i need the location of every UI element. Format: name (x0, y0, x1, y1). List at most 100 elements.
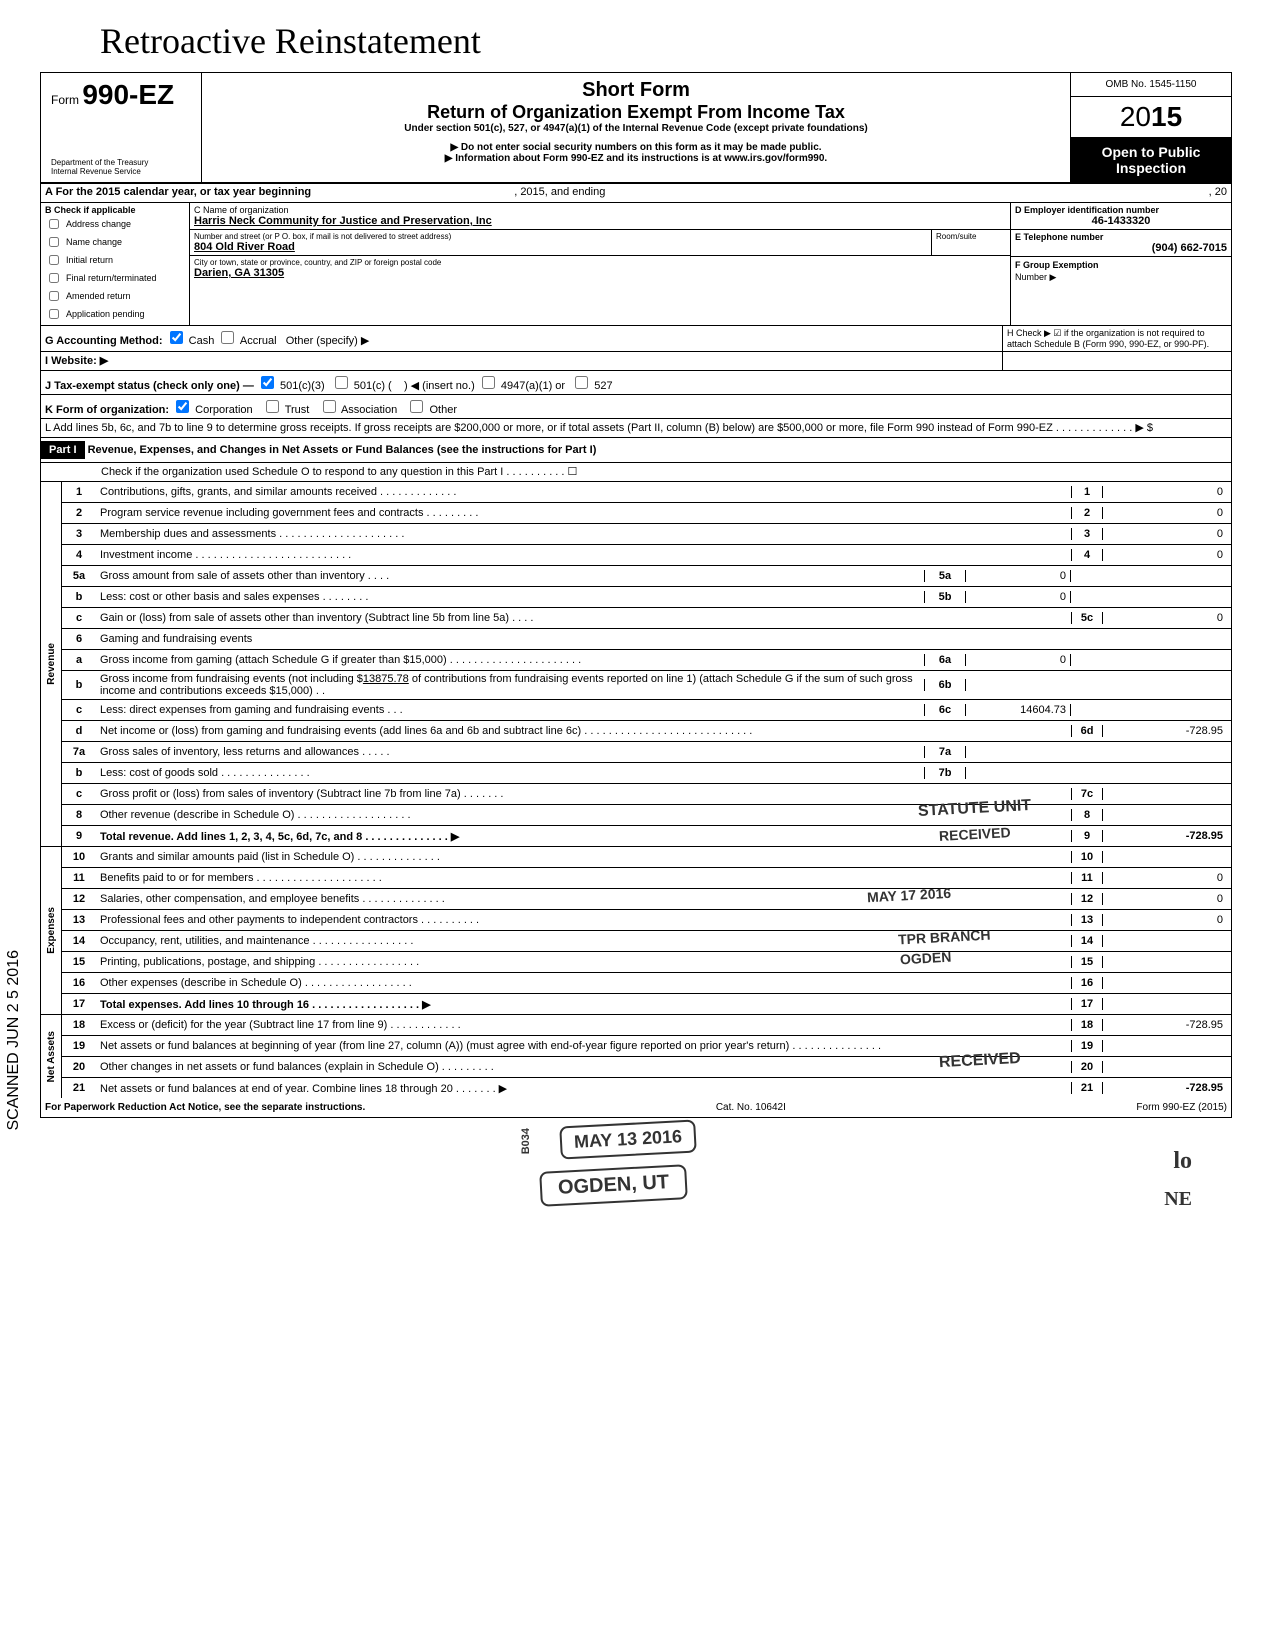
check-corp[interactable] (176, 400, 189, 413)
dept1: Department of the Treasury (51, 158, 191, 167)
check-527[interactable] (575, 376, 588, 389)
line5a-desc: Gross amount from sale of assets other t… (96, 568, 924, 584)
line-i: I Website: ▶ (41, 352, 1231, 371)
check-trust[interactable] (266, 400, 279, 413)
section-e-label: E Telephone number (1015, 232, 1227, 242)
line12-desc: Salaries, other compensation, and employ… (96, 891, 1071, 907)
stamp-date2: MAY 13 2016 (559, 1119, 697, 1159)
line5c-val: 0 (1103, 612, 1231, 624)
org-name: Harris Neck Community for Justice and Pr… (194, 215, 1006, 227)
footer-mid: Cat. No. 10642I (716, 1102, 786, 1113)
line6a-val: 0 (966, 654, 1071, 666)
line1-val: 0 (1103, 486, 1231, 498)
line-h: H Check ▶ ☑ if the organization is not r… (1003, 326, 1231, 351)
footer-left: For Paperwork Reduction Act Notice, see … (45, 1102, 365, 1113)
check-assoc[interactable] (323, 400, 336, 413)
line7c-desc: Gross profit or (loss) from sales of inv… (96, 786, 1071, 802)
check-501c[interactable] (335, 376, 348, 389)
line-g-label: G Accounting Method: (45, 335, 163, 347)
line15-desc: Printing, publications, postage, and shi… (96, 954, 1071, 970)
line-a-label: A For the 2015 calendar year, or tax yea… (45, 186, 311, 198)
check-pending[interactable] (49, 309, 59, 319)
check-address[interactable] (49, 219, 59, 229)
open-public-1: Open to Public (1077, 144, 1225, 160)
line16-desc: Other expenses (describe in Schedule O) … (96, 975, 1071, 991)
insert-label: ) ◀ (insert no.) (404, 380, 475, 392)
city: Darien, GA 31305 (194, 267, 1006, 279)
bottom-stamps: B034 MAY 13 2016 OGDEN, UT lo NE (40, 1118, 1232, 1238)
room-label: Room/suite (931, 230, 1010, 255)
line-gh: G Accounting Method: Cash Accrual Other … (41, 326, 1231, 352)
check-other[interactable] (410, 400, 423, 413)
omb-number: OMB No. 1545-1150 (1071, 73, 1231, 97)
line-a: A For the 2015 calendar year, or tax yea… (41, 184, 1231, 203)
warning-line: ▶ Do not enter social security numbers o… (208, 142, 1064, 153)
line19-desc: Net assets or fund balances at beginning… (96, 1038, 1071, 1054)
line6b-desc: Gross income from fundraising events (no… (96, 671, 924, 699)
accrual-label: Accrual (240, 335, 277, 347)
initials-1: lo (1173, 1148, 1192, 1175)
section-d-label: D Employer identification number (1015, 205, 1227, 215)
check-initial[interactable] (49, 255, 59, 265)
phone: (904) 662-7015 (1015, 242, 1227, 254)
check-501c3[interactable] (261, 376, 274, 389)
tax-year: 2015 (1071, 97, 1231, 138)
check-name-label: Name change (66, 237, 122, 247)
scanned-stamp: SCANNED JUN 2 5 2016 (5, 950, 23, 1131)
open-public-2: Inspection (1077, 160, 1225, 176)
line18-val: -728.95 (1103, 1019, 1231, 1031)
line6c-desc: Less: direct expenses from gaming and fu… (96, 702, 924, 718)
line-j: J Tax-exempt status (check only one) — 5… (41, 371, 1231, 395)
section-def: D Employer identification number 46-1433… (1011, 203, 1231, 325)
assoc-label: Association (341, 404, 397, 416)
line11-val: 0 (1103, 872, 1231, 884)
check-cash[interactable] (170, 331, 183, 344)
check-name[interactable] (49, 237, 59, 247)
corp-label: Corporation (195, 404, 252, 416)
section-f-label: F Group Exemption (1015, 260, 1099, 270)
form-code: 990-EZ (82, 79, 174, 110)
line18-desc: Excess or (deficit) for the year (Subtra… (96, 1017, 1071, 1033)
line13-val: 0 (1103, 914, 1231, 926)
line-a-end: , 20 (1209, 186, 1227, 198)
part1-title: Revenue, Expenses, and Changes in Net As… (88, 444, 597, 456)
line6-desc: Gaming and fundraising events (96, 631, 1071, 647)
netassets-section: Net Assets 18Excess or (deficit) for the… (41, 1014, 1231, 1098)
line3-val: 0 (1103, 528, 1231, 540)
527-label: 527 (594, 380, 612, 392)
check-accrual[interactable] (221, 331, 234, 344)
line9-val: -728.95 (1103, 830, 1231, 842)
line5c-desc: Gain or (loss) from sale of assets other… (96, 610, 1071, 626)
main-title: Return of Organization Exempt From Incom… (208, 102, 1064, 123)
title-cell: Short Form Return of Organization Exempt… (202, 73, 1071, 182)
line12-val: 0 (1103, 893, 1231, 905)
line14-desc: Occupancy, rent, utilities, and maintena… (96, 933, 1071, 949)
stamp-ogden2: OGDEN, UT (539, 1164, 688, 1207)
section-c-label: C Name of organization (194, 205, 1006, 215)
check-amended[interactable] (49, 291, 59, 301)
org-info-block: B Check if applicable Address change Nam… (41, 203, 1231, 326)
line9-desc: Total revenue. Add lines 1, 2, 3, 4, 5c,… (96, 828, 1071, 845)
line6d-val: -728.95 (1103, 725, 1231, 737)
check-amended-label: Amended return (66, 291, 131, 301)
city-label: City or town, state or province, country… (194, 258, 1006, 267)
check-4947[interactable] (482, 376, 495, 389)
other-org-label: Other (429, 404, 457, 416)
other-label: Other (specify) ▶ (286, 335, 370, 347)
check-final-label: Final return/terminated (66, 273, 157, 283)
initials-2: NE (1164, 1188, 1192, 1211)
line1-desc: Contributions, gifts, grants, and simila… (96, 484, 1071, 500)
part1-check-o: Check if the organization used Schedule … (41, 463, 1231, 482)
line6d-desc: Net income or (loss) from gaming and fun… (96, 723, 1071, 739)
cash-label: Cash (189, 335, 215, 347)
line11-desc: Benefits paid to or for members . . . . … (96, 870, 1071, 886)
line-j-label: J Tax-exempt status (check only one) — (45, 380, 254, 392)
check-final[interactable] (49, 273, 59, 283)
footer: For Paperwork Reduction Act Notice, see … (41, 1098, 1231, 1117)
check-o-text: Check if the organization used Schedule … (41, 463, 1231, 481)
line-l-text: L Add lines 5b, 6c, and 7b to line 9 to … (41, 419, 1231, 437)
handwritten-note: Retroactive Reinstatement (40, 20, 1232, 62)
line7a-desc: Gross sales of inventory, less returns a… (96, 744, 924, 760)
section-b: B Check if applicable Address change Nam… (41, 203, 190, 325)
line2-desc: Program service revenue including govern… (96, 505, 1071, 521)
